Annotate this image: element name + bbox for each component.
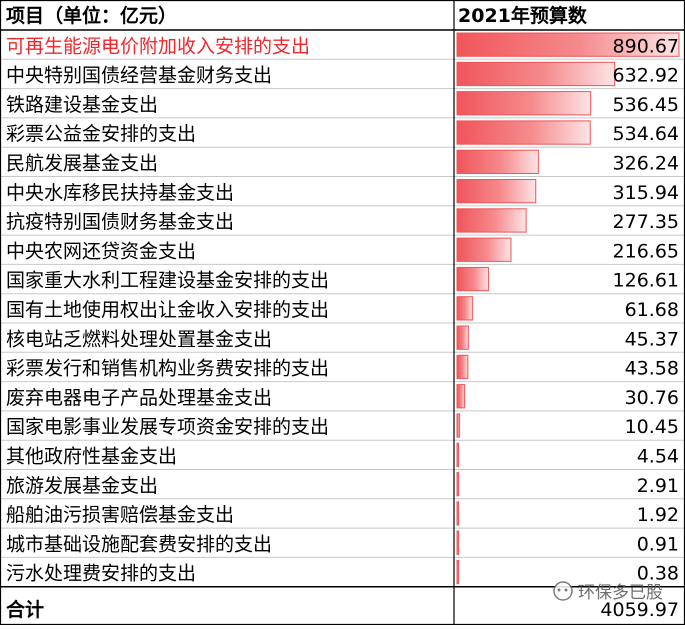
data-bar (456, 472, 459, 497)
table-row: 城市基础设施配套费安排的支出 0.91 (6, 530, 679, 555)
row-item-label: 国家重大水利工程建设基金安排的支出 (6, 270, 329, 292)
table-row: 船舶油污损害赔偿基金支出 1.92 (6, 501, 679, 526)
row-item-label: 其他政府性基金支出 (6, 446, 177, 468)
row-item-label: 彩票公益金安排的支出 (6, 123, 196, 145)
row-value: 0.38 (637, 563, 679, 585)
data-bar (456, 32, 680, 57)
row-value: 43.58 (625, 358, 679, 380)
row-item-label: 核电站乏燃料处理处置基金支出 (6, 328, 272, 350)
data-bar (456, 501, 459, 526)
table-row: 可再生能源电价附加收入安排的支出 890.67 (6, 32, 680, 57)
row-value: 61.68 (625, 299, 679, 321)
table-row: 中央特别国债经营基金财务支出 632.92 (6, 61, 679, 87)
row-value: 45.37 (625, 328, 679, 350)
data-bar (456, 354, 469, 380)
data-bar (456, 179, 537, 204)
data-bar (456, 208, 527, 233)
row-value: 4.54 (637, 446, 679, 468)
row-value: 10.45 (625, 416, 679, 438)
data-bar (456, 413, 461, 438)
row-item-label: 船舶油污损害赔偿基金支出 (6, 504, 234, 526)
row-item-label: 抗疫特别国债财务基金支出 (6, 211, 234, 233)
table-row: 民航发展基金支出 326.24 (6, 149, 679, 175)
table-row: 抗疫特别国债财务基金支出 277.35 (6, 208, 679, 233)
header-item-label: 项目（单位：亿元） (6, 4, 177, 27)
row-item-label: 城市基础设施配套费安排的支出 (6, 533, 272, 555)
row-value: 534.64 (613, 123, 679, 145)
data-bar (456, 149, 539, 174)
row-item-label: 国有土地使用权出让金收入安排的支出 (6, 299, 329, 321)
data-bar (456, 530, 459, 555)
row-item-label: 中央农网还贷资金支出 (6, 240, 196, 262)
table-row: 彩票发行和销售机构业务费安排的支出 43.58 (6, 354, 679, 380)
wechat-icon (553, 581, 573, 601)
row-value: 632.92 (613, 65, 679, 87)
row-value: 216.65 (613, 240, 679, 262)
watermark-text: 环保多已股 (578, 583, 663, 603)
table-row: 国家电影事业发展专项资金安排的支出 10.45 (6, 413, 679, 438)
data-bar (456, 325, 469, 350)
row-value: 315.94 (613, 182, 679, 204)
row-item-label: 污水处理费安排的支出 (6, 563, 196, 585)
row-value: 890.67 (613, 35, 679, 57)
table-row: 彩票公益金安排的支出 534.64 (6, 120, 679, 145)
row-value: 2.91 (637, 475, 679, 497)
row-value: 30.76 (625, 387, 679, 409)
row-item-label: 中央水库移民扶持基金支出 (6, 182, 234, 204)
total-label: 合计 (6, 598, 44, 621)
table-row: 旅游发展基金支出 2.91 (6, 472, 679, 497)
row-item-label: 中央特别国债经营基金财务支出 (6, 65, 272, 87)
row-item-label: 民航发展基金支出 (6, 153, 158, 175)
data-bar (456, 296, 473, 321)
row-item-label: 废弃电器电子产品处理基金支出 (6, 387, 272, 409)
row-value: 277.35 (613, 211, 679, 233)
table-row: 核电站乏燃料处理处置基金支出 45.37 (6, 325, 679, 350)
table-row: 中央农网还贷资金支出 216.65 (6, 237, 679, 262)
row-item-label: 彩票发行和销售机构业务费安排的支出 (6, 358, 329, 380)
header-value-label: 2021年预算数 (458, 4, 588, 27)
row-item-label: 铁路建设基金支出 (6, 94, 158, 116)
watermark: 环保多已股 (553, 581, 663, 603)
table-row: 废弃电器电子产品处理基金支出 30.76 (6, 384, 679, 409)
row-value: 326.24 (613, 153, 679, 175)
total-value: 4059.97 (600, 599, 679, 621)
table-row: 其他政府性基金支出 4.54 (6, 442, 679, 468)
data-bar (456, 237, 512, 262)
data-bar (456, 559, 459, 585)
data-bar (456, 91, 592, 116)
data-bar (456, 120, 591, 145)
row-value: 536.45 (613, 94, 679, 116)
data-bar (456, 61, 616, 87)
table-row: 中央水库移民扶持基金支出 315.94 (6, 179, 679, 204)
row-item-label: 国家电影事业发展专项资金安排的支出 (6, 416, 329, 438)
row-value: 0.91 (637, 533, 679, 555)
row-value: 126.61 (613, 270, 679, 292)
row-item-label: 旅游发展基金支出 (6, 475, 158, 497)
table-row: 国家重大水利工程建设基金安排的支出 126.61 (6, 266, 679, 292)
row-value: 1.92 (637, 504, 679, 526)
table-row: 污水处理费安排的支出 0.38 (6, 559, 679, 585)
row-item-label: 可再生能源电价附加收入安排的支出 (6, 35, 310, 57)
data-bar (456, 266, 490, 292)
table-row: 铁路建设基金支出 536.45 (6, 91, 679, 116)
data-bar (456, 442, 459, 468)
data-bar (456, 384, 466, 409)
table-row: 国有土地使用权出让金收入安排的支出 61.68 (6, 296, 679, 321)
